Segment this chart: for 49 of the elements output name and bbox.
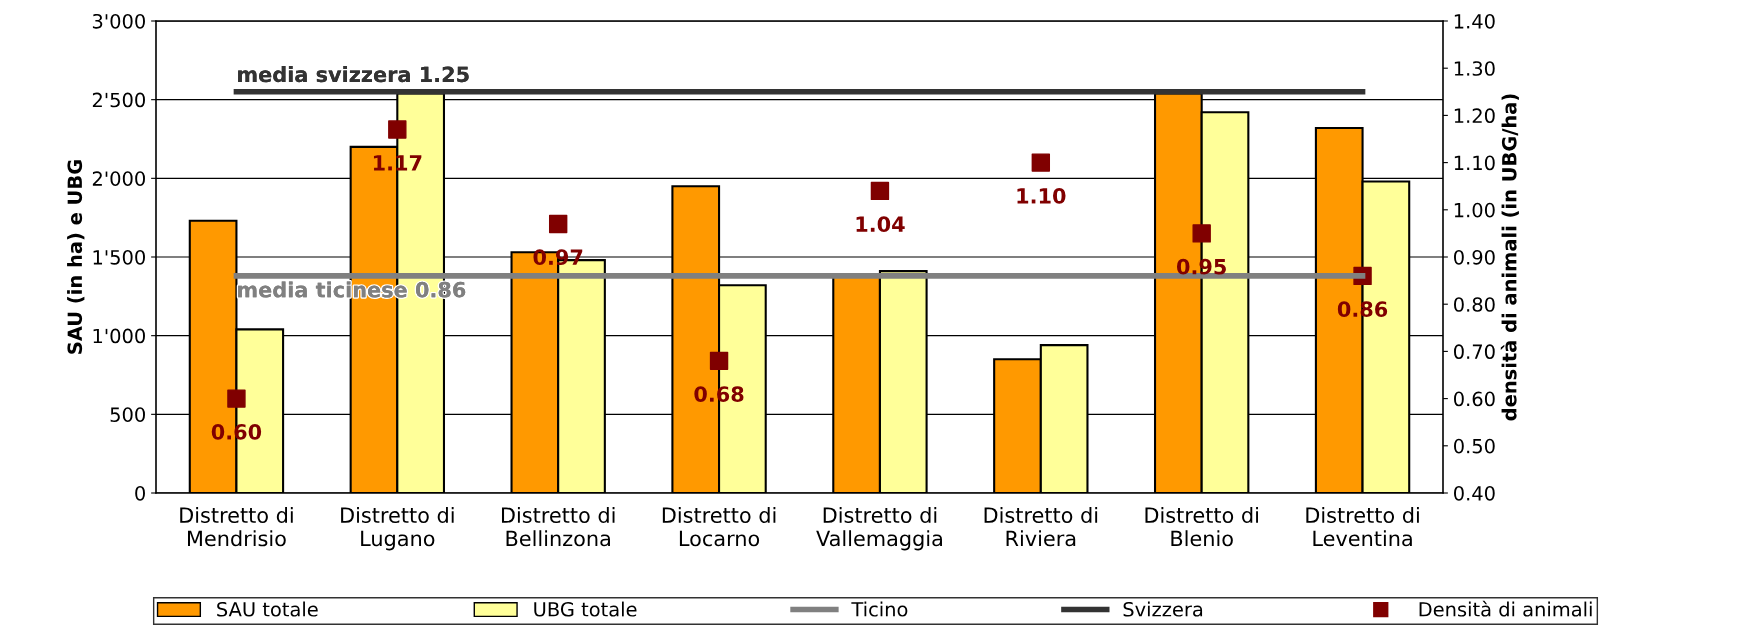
y2-tick-label: 1.10 — [1454, 155, 1495, 171]
y2-tick-label: 0.90 — [1454, 249, 1495, 265]
point — [870, 181, 890, 201]
legend-label: SAU totale — [217, 601, 318, 617]
data-label: 0.95 — [1176, 258, 1226, 275]
legend-label: Densità di animali — [1419, 600, 1592, 617]
y2-tick-label: 0.80 — [1454, 297, 1495, 312]
legend-label: Ticino — [851, 601, 908, 617]
x-tick-label: Distretto di Bellinzona — [501, 506, 615, 547]
y2-tick-label: 0.50 — [1454, 438, 1495, 454]
x-tick-label: Distretto di Leventina — [1306, 506, 1419, 547]
data-label: 1.04 — [856, 216, 905, 233]
x-tick-label: Distretto di Blenio — [1145, 506, 1258, 547]
x-tick-label: Distretto di Mendrisio — [180, 506, 293, 547]
data-label: 1.17 — [373, 155, 422, 171]
point — [227, 389, 246, 408]
x-tick-label: Distretto di Locarno — [662, 506, 776, 547]
y-tick-label: 2'000 — [92, 171, 145, 186]
data-label: 0.60 — [211, 423, 262, 440]
point — [548, 214, 568, 234]
y-tick-label: 3'000 — [92, 13, 145, 29]
data-label: 0.86 — [1337, 301, 1388, 318]
y2-tick-label: 0.60 — [1454, 391, 1495, 407]
y-tick-label: 2'500 — [92, 92, 145, 108]
data-label: 0.68 — [694, 386, 744, 402]
annotation: media svizzera 1.25 — [238, 66, 469, 83]
legend-label: UBG totale — [534, 601, 637, 617]
y-tick-label: 500 — [110, 407, 145, 422]
x-tick-label: Distretto di Riviera — [984, 506, 1098, 547]
y-tick-label: 1'500 — [93, 249, 145, 265]
y2-tick-label: 0.70 — [1454, 344, 1495, 360]
y-tick-label: 1'000 — [93, 328, 145, 344]
x-tick-label: Distretto di Lugano — [341, 506, 454, 551]
legend-label: Svizzera — [1123, 601, 1203, 617]
y-tick-label: 0 — [135, 485, 145, 501]
point — [388, 120, 407, 139]
data-label: 0.97 — [533, 249, 583, 266]
y2-tick-label: 0.40 — [1454, 485, 1495, 501]
y2-tick-label: 1.00 — [1454, 202, 1495, 218]
point — [1031, 153, 1051, 172]
point — [1192, 224, 1211, 243]
point — [709, 351, 729, 371]
data-label: 1.10 — [1017, 187, 1066, 204]
y2-tick-label: 1.20 — [1454, 108, 1495, 124]
y2-tick-label: 1.40 — [1454, 13, 1495, 29]
y-axis-title: SAU (in ha) e UBG — [67, 160, 85, 354]
y2-tick-label: 1.30 — [1454, 61, 1495, 76]
x-tick-label: Distretto di Vallemaggia — [816, 506, 942, 551]
y2-axis-title: densità di animali (in UBG/ha) — [1500, 94, 1519, 421]
